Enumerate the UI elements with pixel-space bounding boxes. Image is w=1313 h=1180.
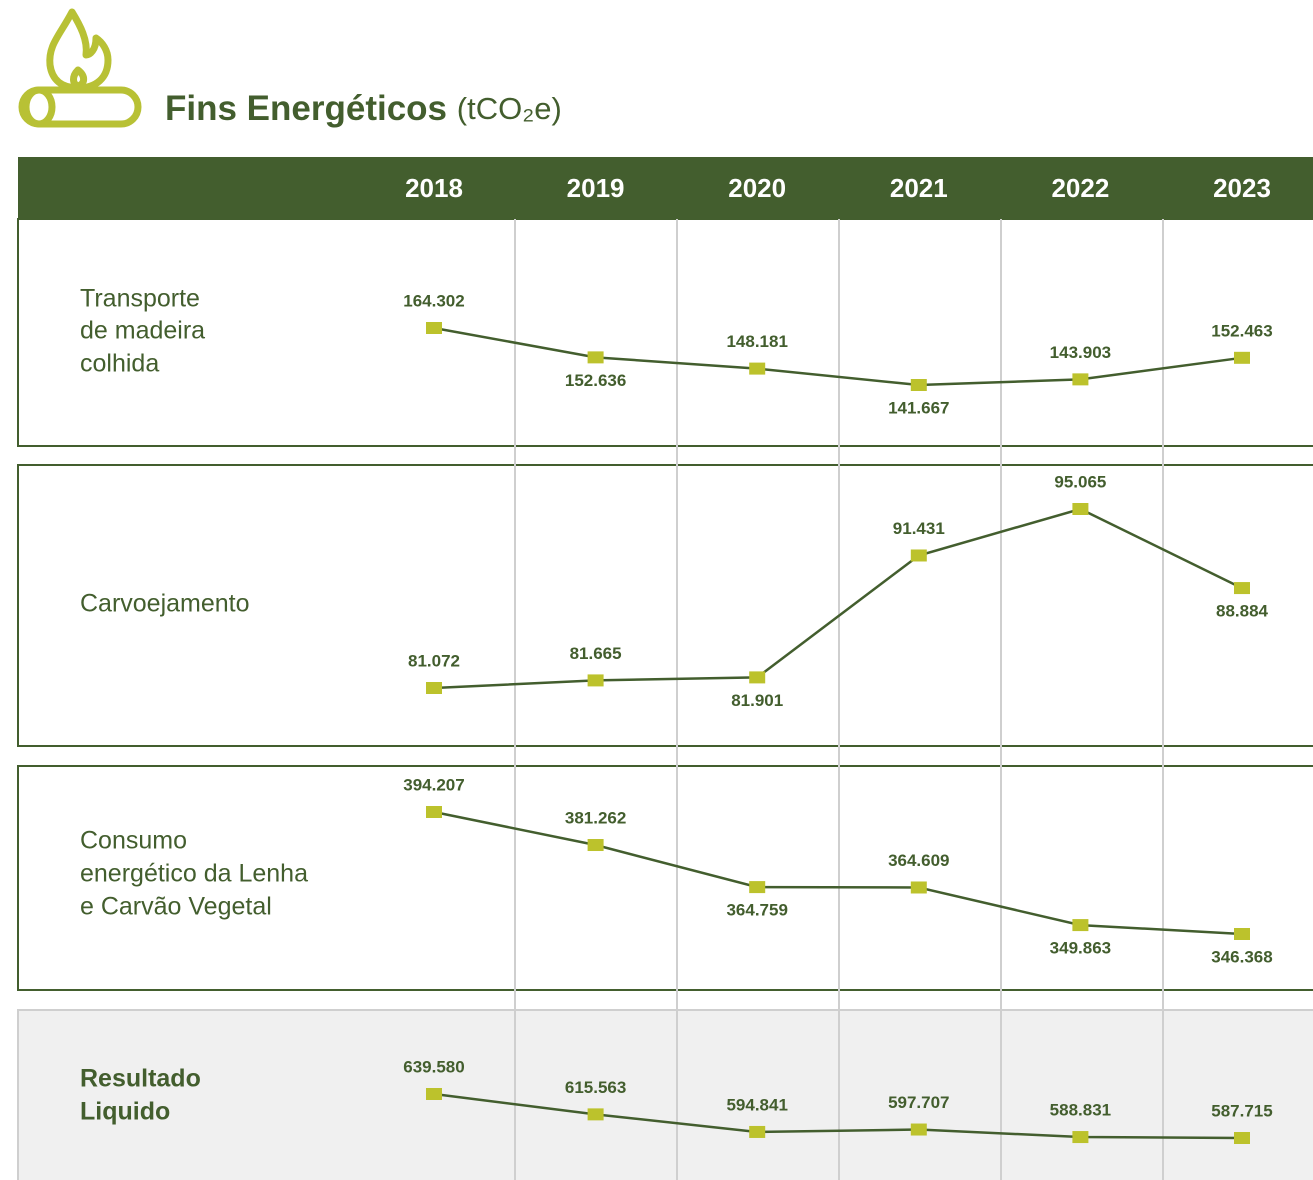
icon bbox=[18, 8, 142, 128]
marker bbox=[426, 682, 442, 694]
year-header: 2021 bbox=[890, 173, 948, 203]
marker bbox=[1234, 582, 1250, 595]
marker bbox=[426, 322, 442, 334]
marker bbox=[749, 362, 766, 375]
value-label: 394.207 bbox=[403, 775, 464, 794]
marker bbox=[910, 1123, 927, 1136]
marker bbox=[1234, 928, 1250, 940]
series-line bbox=[433, 810, 1243, 936]
series-line bbox=[433, 1092, 1243, 1140]
value-label: 587.715 bbox=[1211, 1101, 1272, 1120]
series-line bbox=[433, 326, 1243, 387]
marker bbox=[426, 806, 442, 818]
row-label: Liquido bbox=[80, 1098, 170, 1126]
row-label: e Carvão Vegetal bbox=[80, 893, 272, 921]
year-header: 2023 bbox=[1213, 173, 1271, 203]
marker bbox=[587, 674, 604, 687]
row-label: de madeira bbox=[80, 317, 205, 345]
value-label: 81.665 bbox=[570, 644, 622, 663]
marker bbox=[749, 1125, 766, 1138]
value-label: 91.431 bbox=[893, 519, 945, 538]
value-label: 381.262 bbox=[565, 808, 626, 827]
value-label: 88.884 bbox=[1216, 602, 1269, 621]
marker bbox=[587, 1108, 604, 1121]
value-label: 364.609 bbox=[888, 851, 949, 870]
marker bbox=[587, 351, 604, 364]
value-label: 639.580 bbox=[403, 1057, 464, 1076]
value-label: 141.667 bbox=[888, 398, 949, 417]
row-label: Carvoejamento bbox=[80, 590, 250, 618]
panel bbox=[17, 1009, 1313, 1180]
header-bar bbox=[18, 157, 1313, 219]
marker bbox=[910, 549, 927, 562]
marker bbox=[1072, 373, 1089, 386]
panel bbox=[17, 218, 1313, 447]
marker bbox=[1072, 919, 1089, 932]
marker bbox=[426, 1088, 442, 1100]
value-label: 95.065 bbox=[1054, 472, 1106, 491]
marker bbox=[1072, 1131, 1089, 1144]
value-label: 143.903 bbox=[1050, 343, 1111, 362]
value-label: 588.831 bbox=[1050, 1101, 1111, 1120]
value-label: 594.841 bbox=[726, 1095, 787, 1114]
year-header: 2022 bbox=[1051, 173, 1109, 203]
year-header: 2020 bbox=[728, 173, 786, 203]
panel bbox=[17, 464, 1313, 747]
value-label: 364.759 bbox=[726, 901, 787, 920]
series-line bbox=[433, 507, 1243, 690]
marker bbox=[910, 379, 927, 391]
row-label: energético da Lenha bbox=[80, 860, 308, 888]
row-label: Consumo bbox=[80, 827, 187, 855]
row-label: Resultado bbox=[80, 1065, 201, 1093]
marker bbox=[910, 881, 927, 894]
marker bbox=[749, 881, 766, 894]
marker bbox=[587, 839, 604, 852]
value-label: 152.636 bbox=[565, 371, 626, 390]
value-label: 148.181 bbox=[726, 332, 787, 351]
value-label: 81.901 bbox=[731, 691, 783, 710]
marker bbox=[1234, 1132, 1250, 1144]
value-label: 597.707 bbox=[888, 1093, 949, 1112]
year-header: 2018 bbox=[405, 173, 463, 203]
title-text: Fins Energéticos bbox=[165, 89, 447, 128]
unit: (tCO₂e) bbox=[457, 91, 562, 126]
value-label: 346.368 bbox=[1211, 947, 1272, 966]
marker bbox=[749, 671, 766, 684]
year-header: 2019 bbox=[567, 173, 625, 203]
value-label: 81.072 bbox=[408, 651, 460, 670]
value-label: 152.463 bbox=[1211, 321, 1272, 340]
title: Fins Energéticos (tCO₂e) bbox=[165, 89, 562, 128]
panel bbox=[17, 765, 1313, 991]
row-label: colhida bbox=[80, 350, 159, 378]
value-label: 164.302 bbox=[403, 291, 464, 310]
value-label: 615.563 bbox=[565, 1078, 626, 1097]
row-label: Transporte bbox=[80, 285, 200, 313]
marker bbox=[1234, 351, 1250, 364]
marker bbox=[1072, 503, 1089, 515]
column-dividers bbox=[514, 219, 1164, 1180]
value-label: 349.863 bbox=[1050, 939, 1111, 958]
